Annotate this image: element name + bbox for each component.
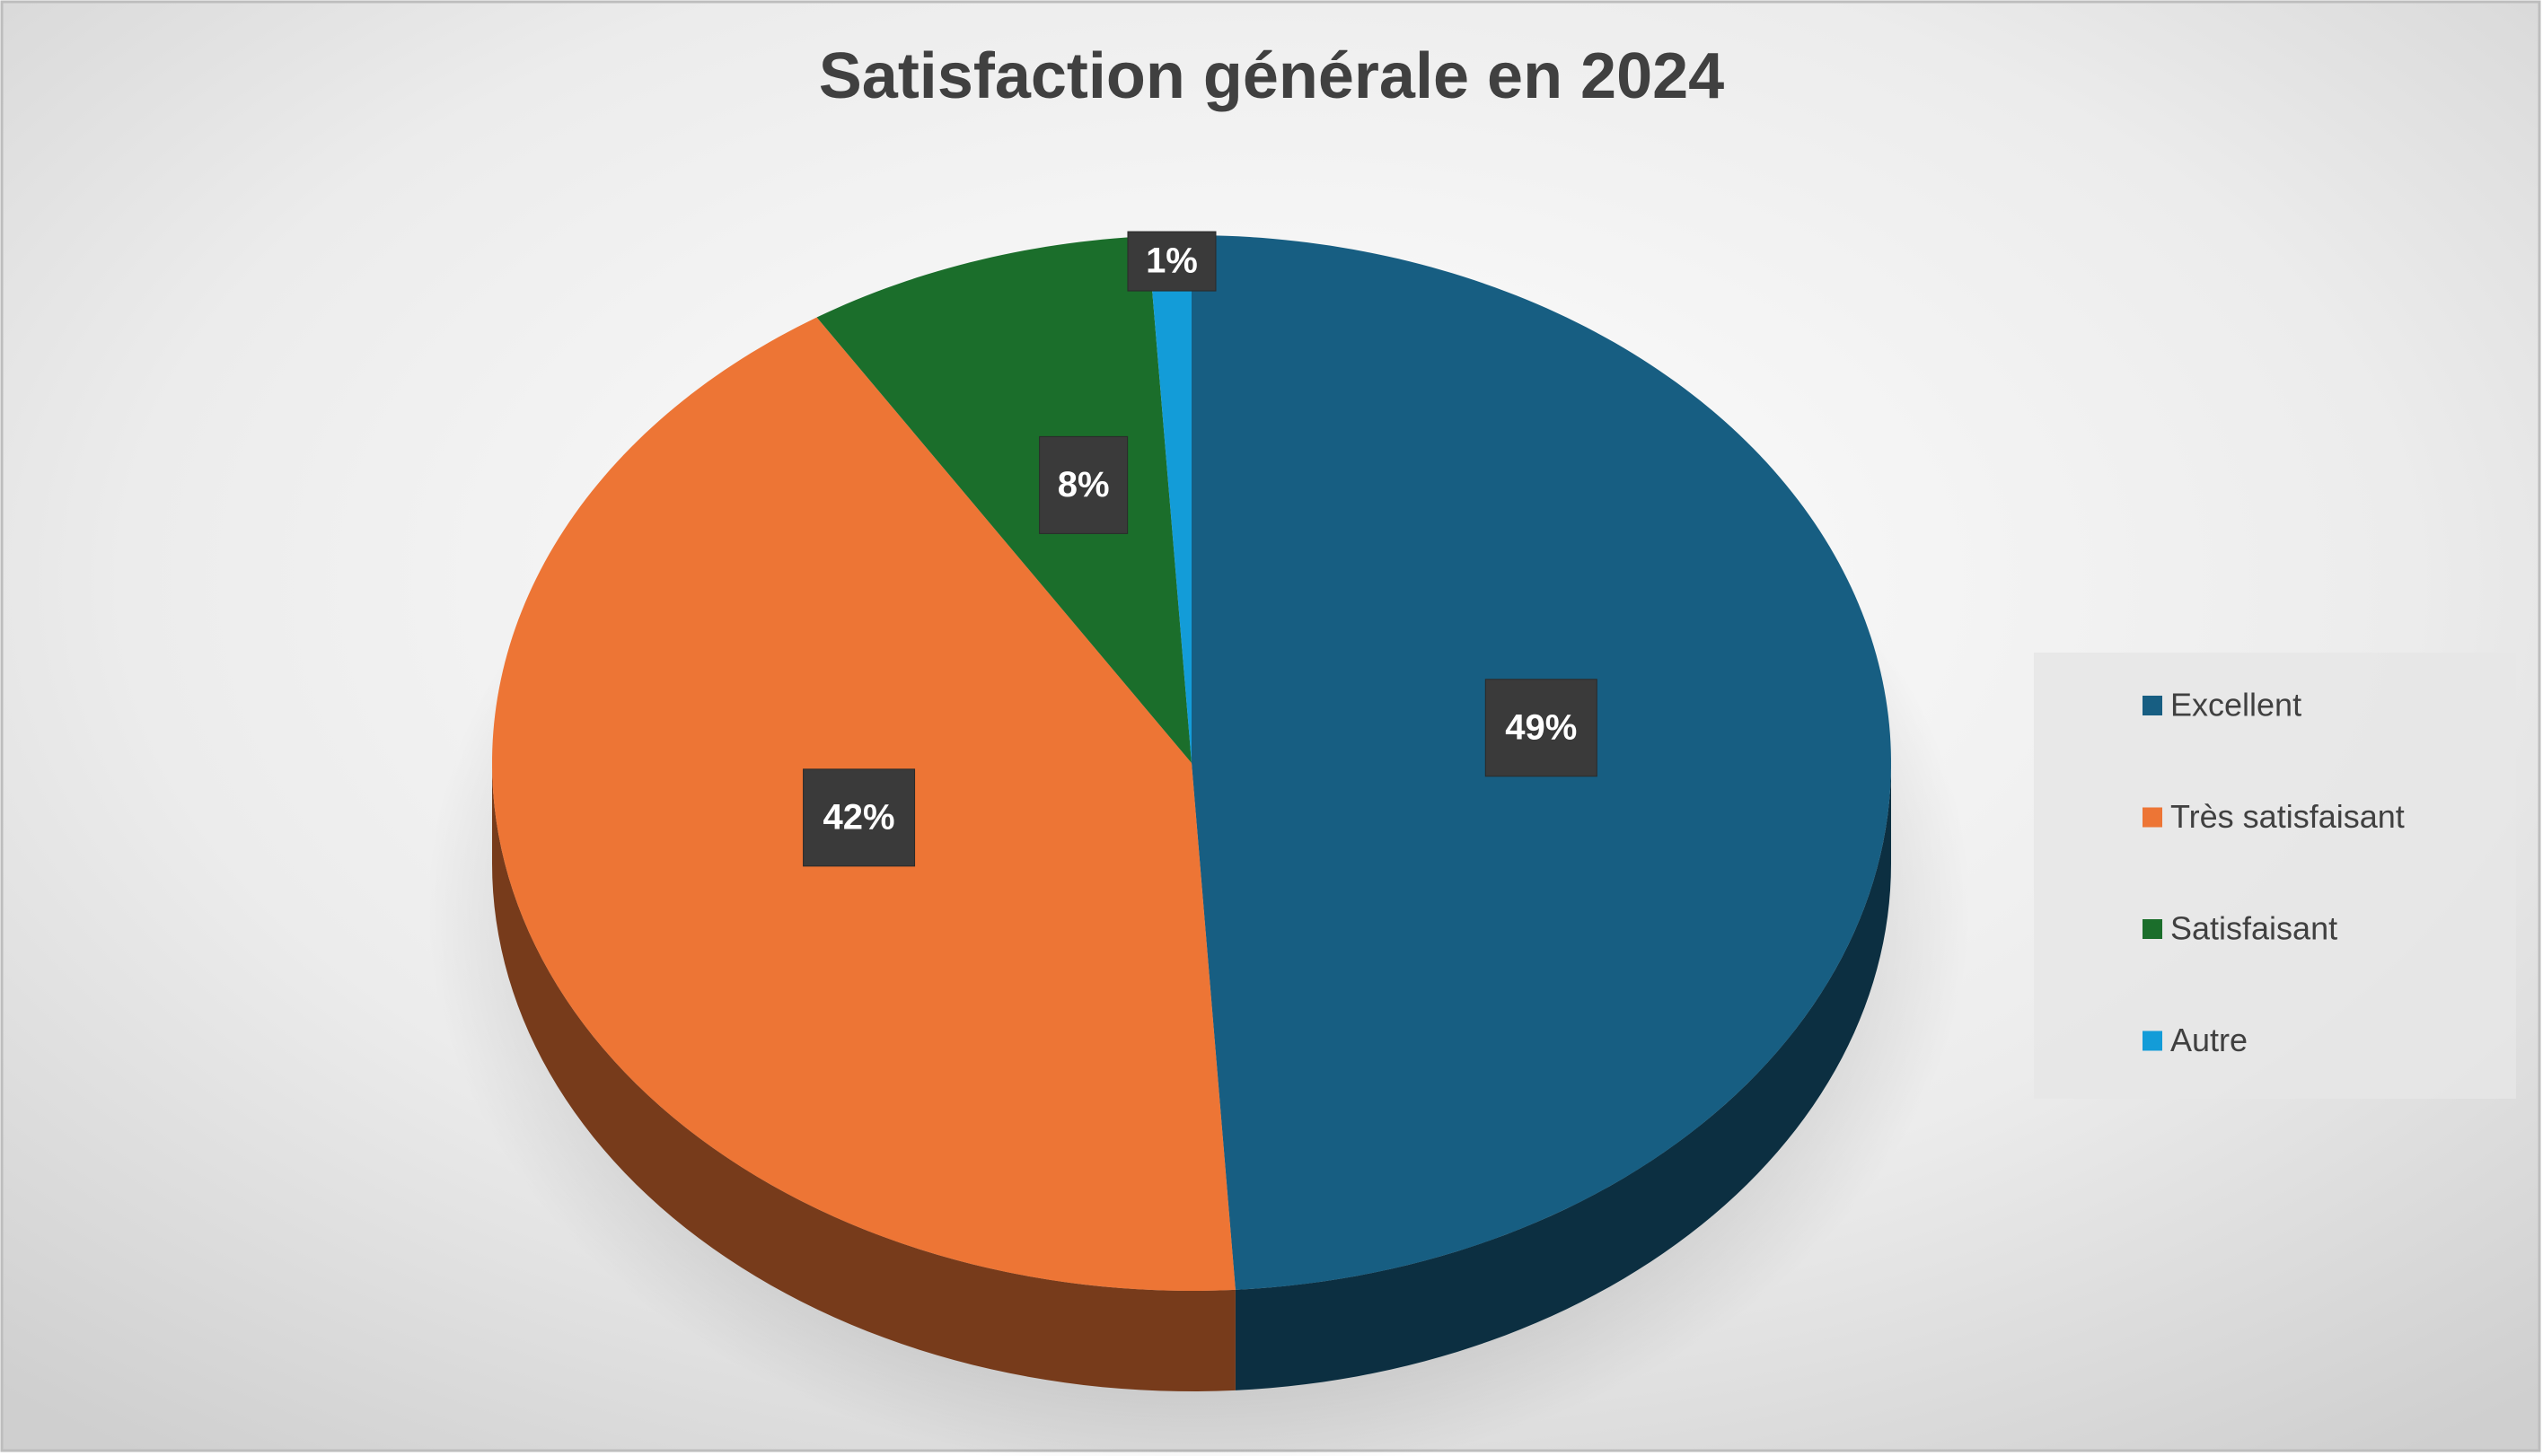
legend-label: Autre: [2170, 1022, 2248, 1058]
data-label-box: [803, 768, 916, 867]
legend-label: Satisfaisant: [2170, 910, 2337, 947]
pie-slice: [816, 236, 1192, 763]
data-label: 49%: [1505, 707, 1577, 747]
pie-slice-side: [492, 763, 1236, 1391]
legend-box: [2034, 653, 2516, 1099]
chart-title: Satisfaction générale en 2024: [819, 40, 1724, 112]
data-label-box: [1127, 231, 1217, 292]
data-label: 8%: [1058, 465, 1110, 504]
legend-marker: [2143, 1031, 2162, 1051]
legend-label: Très satisfaisant: [2170, 798, 2405, 835]
pie-slice: [1148, 235, 1192, 763]
data-label-box: [1039, 435, 1129, 534]
legend-marker: [2143, 696, 2162, 715]
data-label: 42%: [823, 797, 895, 837]
data-label-box: [1484, 679, 1597, 777]
legend-marker: [2143, 807, 2162, 828]
legend-label: Excellent: [2170, 687, 2301, 724]
legend-marker: [2143, 919, 2162, 939]
data-label: 1%: [1146, 241, 1198, 281]
pie-slice-side: [1235, 763, 1891, 1390]
